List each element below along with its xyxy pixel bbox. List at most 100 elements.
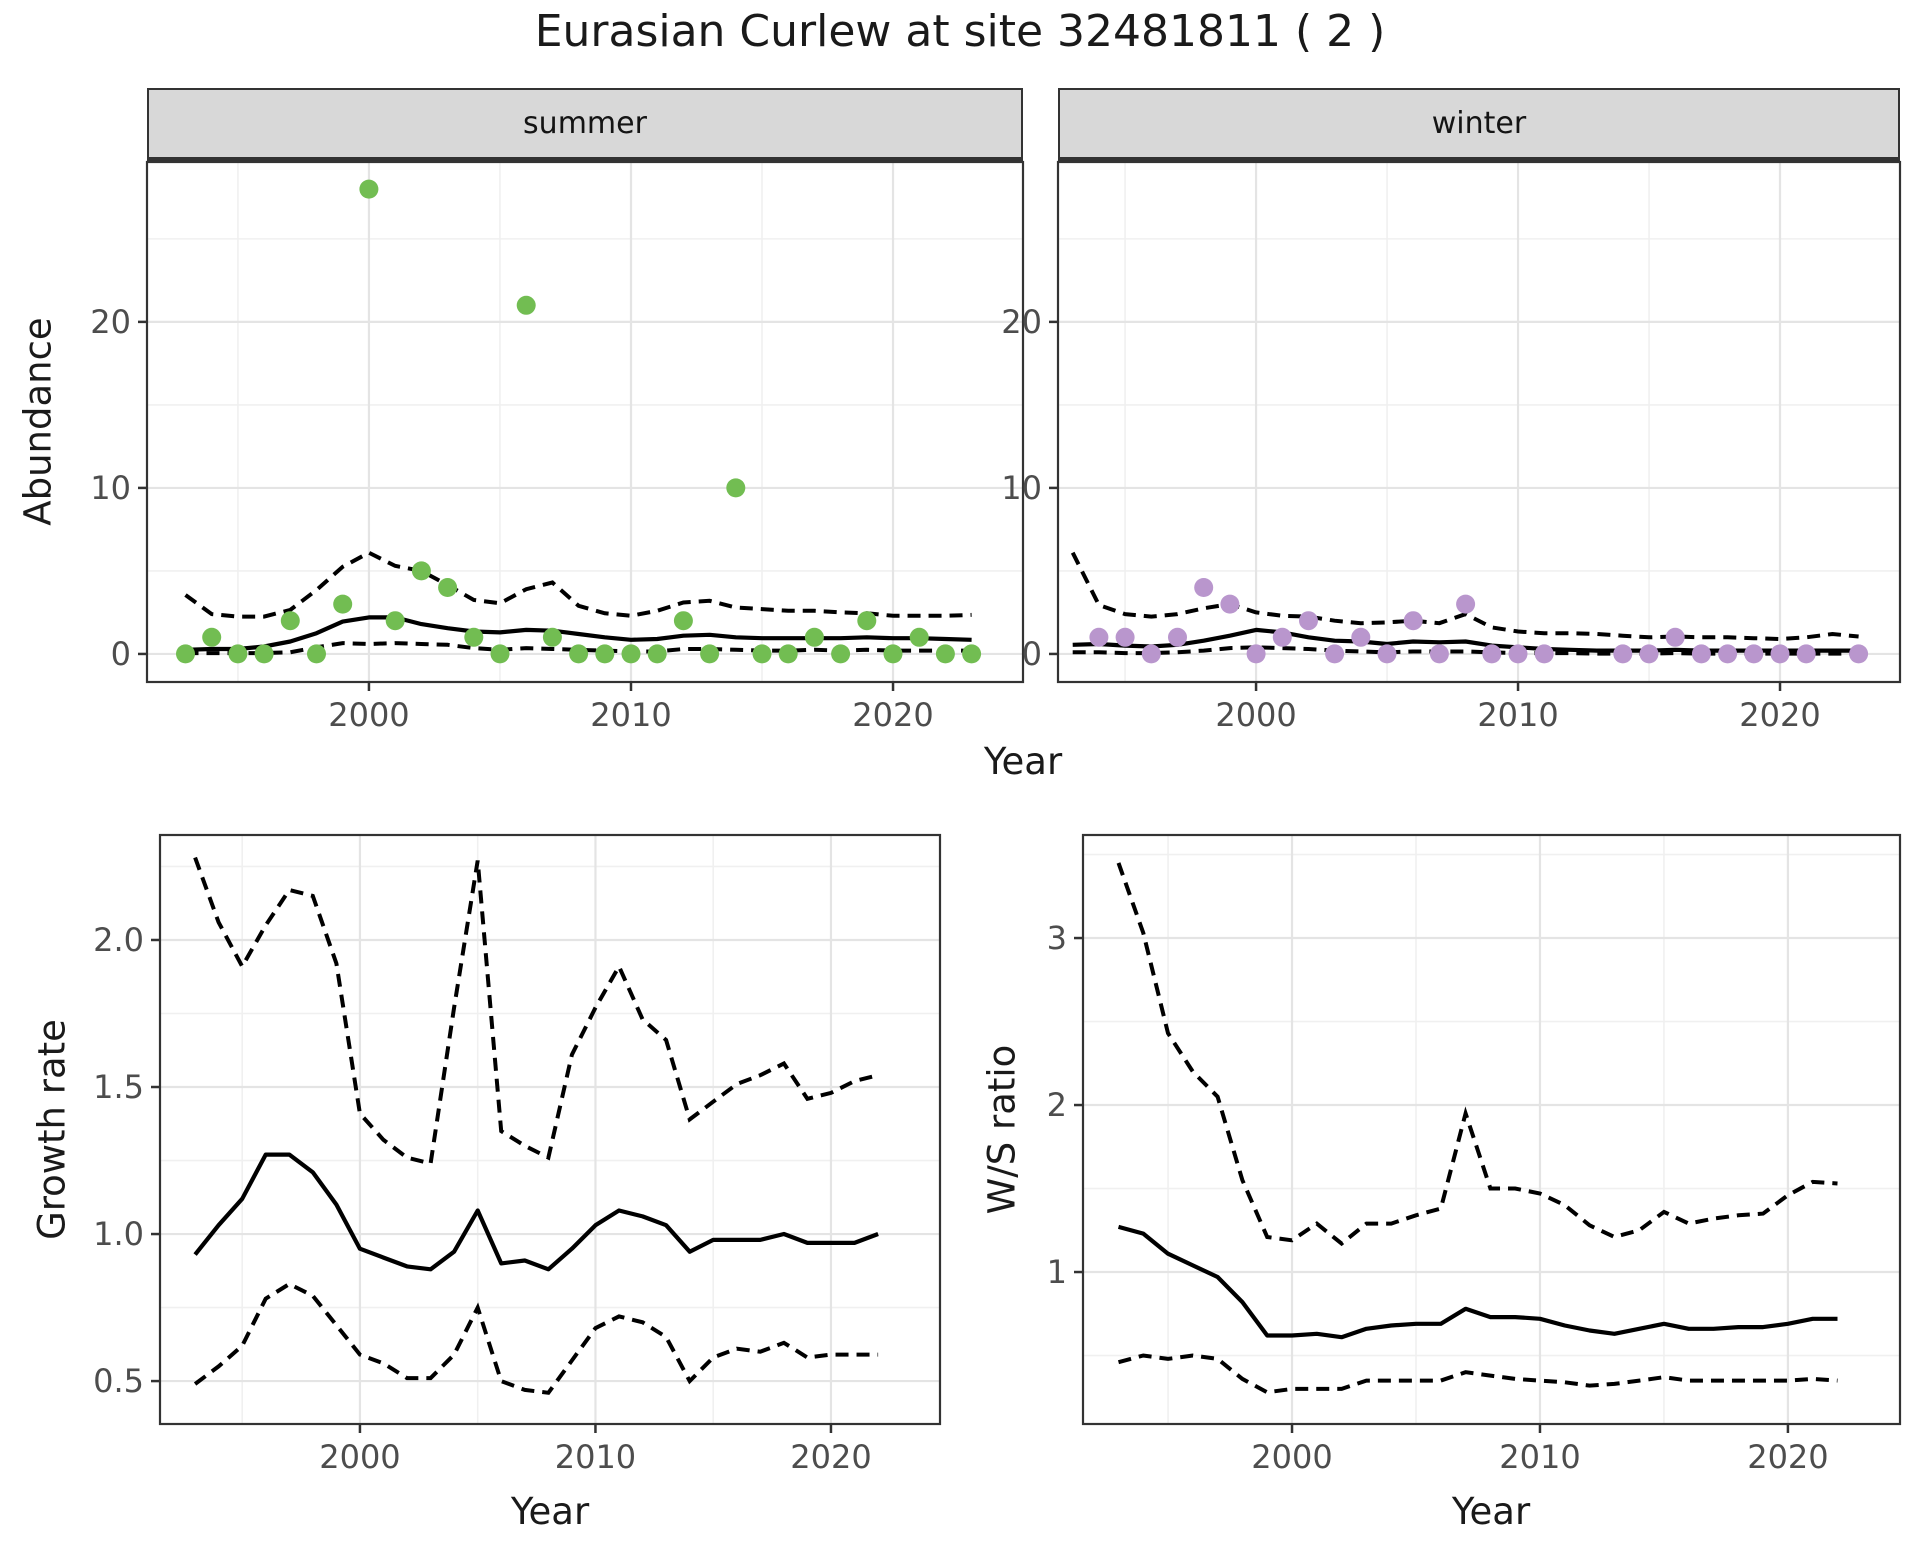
- panel-background: [1083, 835, 1900, 1424]
- data-point: [1168, 627, 1187, 647]
- data-point: [359, 179, 379, 199]
- x-tick-label: 2000: [1215, 696, 1296, 734]
- series-group: [1070, 551, 1869, 664]
- data-point: [202, 627, 222, 647]
- x-tick-label: 2000: [328, 696, 409, 734]
- y-tick-label: 10: [90, 469, 131, 507]
- x-tick-label: 2010: [1499, 1438, 1580, 1476]
- data-point: [176, 644, 195, 664]
- panel-border: [1056, 160, 1902, 684]
- data-point: [464, 627, 484, 647]
- data-point: [804, 627, 824, 647]
- data-point: [1299, 611, 1318, 631]
- ci-upper-line: [1116, 862, 1838, 1247]
- facet-strip-summer: summer: [147, 88, 1023, 162]
- data-point: [935, 644, 955, 664]
- data-point: [438, 578, 458, 597]
- data-point: [569, 644, 589, 664]
- y-tick-label: 2.0: [93, 921, 144, 959]
- mean-line: [193, 1152, 879, 1272]
- x-axis-title-year-bottom-right: Year: [1451, 1490, 1531, 1533]
- x-tick-label: 2010: [590, 696, 671, 734]
- data-point: [1770, 644, 1790, 664]
- y-tick-label: 10: [1001, 469, 1042, 507]
- data-point: [1429, 644, 1449, 664]
- data-point: [1534, 644, 1554, 664]
- x-tick-label: 2000: [319, 1438, 400, 1476]
- data-point: [1639, 644, 1659, 664]
- data-point: [1456, 594, 1476, 614]
- x-tick-label: 2020: [1747, 1438, 1828, 1476]
- data-point: [280, 611, 300, 631]
- ci-upper-line: [184, 550, 972, 619]
- panel-border: [158, 833, 942, 1426]
- data-point: [883, 644, 903, 664]
- data-point: [1665, 627, 1685, 647]
- y-tick-label: 1.0: [93, 1215, 144, 1253]
- data-point: [1325, 644, 1345, 664]
- data-point: [1194, 578, 1214, 597]
- facet-strip-winter-label: winter: [1431, 106, 1527, 141]
- series-group: [1116, 862, 1838, 1395]
- data-point: [307, 644, 326, 664]
- y-tick-label: 1: [1047, 1253, 1067, 1291]
- x-tick-label: 2010: [555, 1438, 636, 1476]
- facet-strip-winter: winter: [1058, 88, 1900, 162]
- data-point: [1141, 644, 1161, 664]
- data-point: [1744, 644, 1764, 664]
- x-axis-title-year-top: Year: [983, 740, 1063, 783]
- y-tick-label: 1.5: [93, 1068, 144, 1106]
- y-tick-label: 3: [1047, 919, 1067, 957]
- ci-lower-line: [193, 1281, 879, 1395]
- ci-lower-line: [1117, 1353, 1838, 1395]
- y-tick-label: 0: [111, 635, 131, 673]
- panel-border: [145, 160, 1025, 684]
- panel-background: [147, 162, 1023, 682]
- data-point: [1351, 627, 1371, 647]
- ci-upper-line: [1070, 551, 1859, 642]
- data-point: [647, 644, 667, 664]
- panel-border: [1081, 833, 1902, 1426]
- data-point: [490, 644, 510, 664]
- data-point: [909, 627, 929, 647]
- data-point: [1246, 644, 1266, 664]
- y-tick-label: 0.5: [93, 1362, 144, 1400]
- data-point: [1220, 594, 1240, 614]
- data-point: [1718, 644, 1738, 664]
- data-point: [385, 611, 405, 631]
- data-point: [1115, 627, 1135, 647]
- ci-upper-line: [193, 856, 879, 1166]
- data-point: [1691, 644, 1711, 664]
- panel-background: [160, 835, 940, 1424]
- data-point: [1849, 644, 1869, 664]
- data-point: [254, 644, 274, 664]
- data-point: [1508, 644, 1528, 664]
- data-point: [595, 644, 615, 664]
- panel-background: [1058, 162, 1900, 682]
- series-group: [193, 856, 879, 1395]
- page-title: Eurasian Curlew at site 32481811 ( 2 ): [534, 6, 1386, 57]
- y-tick-label: 20: [1001, 303, 1042, 341]
- data-point: [1613, 644, 1633, 664]
- data-point: [962, 644, 982, 664]
- data-point: [1796, 644, 1816, 664]
- x-tick-label: 2020: [852, 696, 933, 734]
- data-point: [1482, 644, 1502, 664]
- y-tick-label: 2: [1047, 1086, 1067, 1124]
- mean-line: [185, 615, 972, 652]
- facet-strip-summer-label: summer: [523, 106, 647, 141]
- data-point: [673, 611, 693, 631]
- data-point: [228, 644, 248, 664]
- data-point: [752, 644, 772, 664]
- data-point: [726, 478, 746, 498]
- data-point: [516, 295, 536, 315]
- series-group: [176, 179, 982, 664]
- x-tick-label: 2000: [1251, 1438, 1332, 1476]
- data-point: [621, 644, 641, 664]
- y-tick-label: 20: [90, 303, 131, 341]
- x-tick-label: 2020: [790, 1438, 871, 1476]
- y-tick-label: 0: [1022, 635, 1042, 673]
- data-point: [333, 594, 353, 614]
